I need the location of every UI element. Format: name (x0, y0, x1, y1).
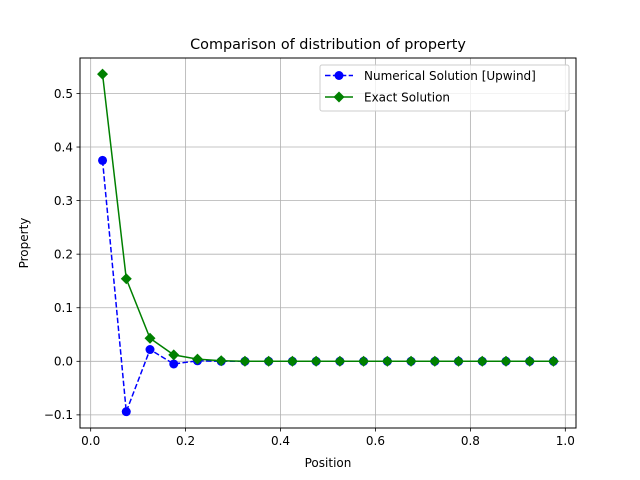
y-tick-label: −0.1 (44, 408, 73, 422)
x-tick-label: 0.8 (461, 434, 480, 448)
data-point (286, 355, 298, 367)
y-tick-label: 0.1 (54, 301, 73, 315)
data-point (310, 355, 322, 367)
data-point (168, 349, 180, 361)
x-tick-label: 0.4 (271, 434, 290, 448)
x-tick-label: 0.0 (81, 434, 100, 448)
series-1 (97, 68, 559, 367)
data-point (547, 355, 559, 367)
chart-title: Comparison of distribution of property (190, 37, 466, 53)
legend-label-exact: Exact Solution (364, 91, 450, 105)
legend-label-numerical: Numerical Solution [Upwind] (364, 69, 536, 83)
data-point (405, 355, 417, 367)
data-point (524, 355, 536, 367)
grid (80, 58, 576, 428)
data-point (97, 68, 109, 80)
data-point (429, 355, 441, 367)
legend-marker-numerical (334, 71, 344, 80)
data-point (381, 355, 393, 367)
series-layer (97, 68, 559, 417)
y-tick-label: 0.2 (54, 247, 73, 261)
data-point (145, 345, 155, 355)
data-point (453, 355, 465, 367)
data-point (120, 273, 132, 285)
data-point (476, 355, 488, 367)
x-tick-label: 0.6 (366, 434, 385, 448)
data-point (500, 355, 512, 367)
x-tick-label: 1.0 (556, 434, 575, 448)
data-point (239, 355, 251, 367)
data-point (263, 355, 275, 367)
data-point (358, 355, 370, 367)
x-axis-label: Position (305, 456, 352, 470)
data-point (98, 155, 108, 165)
y-tick-label: 0.3 (54, 194, 73, 208)
axes-frame (79, 57, 577, 429)
ticks: 0.0 0.2 0.4 0.6 0.8 1.0 −0.1 0.0 0.1 0.2 0.3 0.4 0.5 (44, 87, 575, 448)
legend-marker-exact (333, 91, 345, 103)
data-point (121, 407, 131, 417)
y-axis-label: Property (17, 218, 31, 269)
legend-box (319, 64, 570, 112)
data-point (144, 332, 156, 344)
data-point (169, 359, 179, 369)
y-tick-label: 0.4 (54, 140, 73, 154)
data-point (334, 355, 346, 367)
data-point (191, 353, 203, 365)
x-tick-label: 0.2 (176, 434, 195, 448)
data-point (215, 355, 227, 367)
legend: Numerical Solution [Upwind] Exact Soluti… (319, 64, 570, 112)
y-tick-label: 0.5 (54, 87, 73, 101)
y-tick-label: 0.0 (54, 355, 73, 369)
